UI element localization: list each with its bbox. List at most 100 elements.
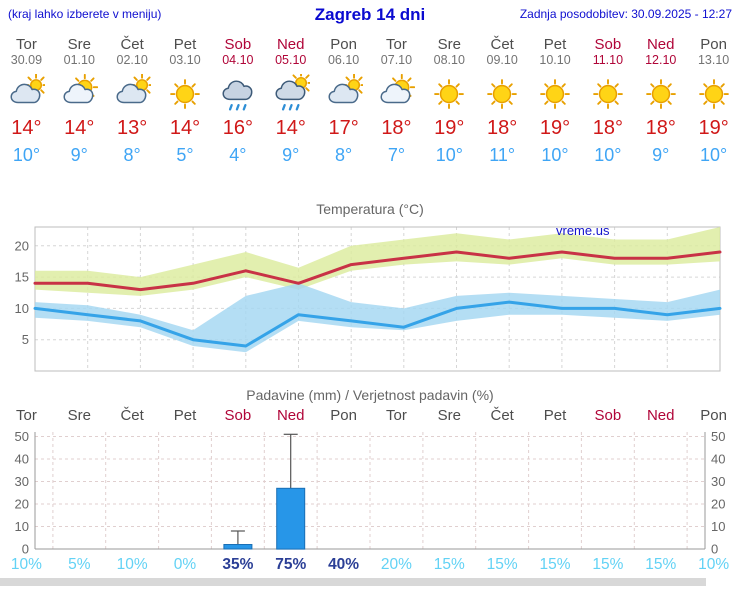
precip-day-label: Sob (594, 407, 622, 424)
precipitation-chart-title: Padavine (mm) / Verjetnost padavin (%) (246, 387, 494, 403)
svg-text:10: 10 (711, 519, 725, 534)
svg-text:20: 20 (711, 497, 725, 512)
precip-probability: 35% (222, 556, 254, 573)
day-name: Sob (594, 36, 622, 53)
weather-icon-mostly-cloudy (317, 71, 370, 115)
high-temperature: 13° (117, 117, 148, 139)
low-temperature: 9° (652, 145, 670, 165)
precipitation-chart: 0 0 10 10 20 20 30 30 40 40 50 50 (15, 429, 726, 556)
high-temperature: 14° (275, 117, 306, 139)
day-date: 11.10 (592, 53, 624, 67)
precip-day-row: Tor Sre Čet Pet Sob Ned Pon Tor Sre Čet Pet Sob Ned P… (0, 407, 740, 427)
day-column-0[interactable]: Tor 30.09 14° 10° (0, 36, 53, 165)
weather-icon-sunny (687, 71, 740, 115)
day-column-3[interactable]: Pet 03.10 14° 5° (159, 36, 212, 165)
high-temperature: 18° (592, 117, 623, 139)
svg-text:20: 20 (15, 497, 29, 512)
day-date: 06.10 (327, 53, 360, 67)
precip-probability: 40% (328, 556, 360, 573)
precip-day-label: Sob (224, 407, 252, 424)
precip-day-label: Ned (646, 407, 675, 424)
precip-day-label: Tor (16, 407, 37, 424)
precip-probability: 15% (433, 556, 465, 573)
day-name: Čet (490, 36, 514, 53)
weather-icon-partly-cloudy (53, 71, 106, 115)
precip-day-label: Pon (700, 407, 727, 424)
day-date: 01.10 (63, 53, 95, 67)
temperature-chart-title: Temperatura (°C) (316, 201, 424, 217)
day-date: 05.10 (275, 53, 307, 67)
svg-text:10: 10 (15, 519, 29, 534)
location-menu-note[interactable]: (kraj lahko izberete v meniju) (8, 7, 162, 21)
high-temperature: 18° (381, 117, 412, 139)
precip-probability: 0% (173, 556, 197, 573)
day-column-2[interactable]: Čet 02.10 13° 8° (106, 36, 159, 165)
high-temperature: 19° (698, 117, 729, 139)
day-column-10[interactable]: Pet 10.10 19° 10° (529, 36, 582, 165)
precip-probability-row: 10% 5% 10% 0% 35% 75% 40% 20% 15% 15% 15% 15% 15% 10% (0, 556, 740, 576)
svg-text:15: 15 (15, 270, 29, 285)
bottom-scrollbar[interactable] (0, 578, 706, 586)
precip-day-label: Čet (490, 407, 514, 424)
high-temperature: 19° (434, 117, 465, 139)
high-temperature: 18° (645, 117, 676, 139)
day-column-5[interactable]: Ned 05.10 14° 9° (264, 36, 317, 165)
day-column-8[interactable]: Sre 08.10 19° 10° (423, 36, 476, 165)
low-temperature: 10° (594, 145, 622, 165)
day-column-1[interactable]: Sre 01.10 14° 9° (53, 36, 106, 165)
precip-day-label: Ned (276, 407, 305, 424)
day-column-4[interactable]: Sob 04.10 16° 4° (211, 36, 264, 165)
day-name: Pon (330, 36, 357, 53)
high-temperature: 17° (328, 117, 359, 139)
day-column-6[interactable]: Pon 06.10 17° 8° (317, 36, 370, 165)
precip-probability: 10% (698, 556, 730, 573)
day-name: Sob (224, 36, 252, 53)
high-temperature: 14° (11, 117, 42, 139)
svg-text:5: 5 (22, 332, 29, 347)
day-name: Čet (120, 36, 144, 53)
day-column-9[interactable]: Čet 09.10 18° 11° (476, 36, 529, 165)
watermark-link[interactable]: vreme.us (556, 223, 610, 238)
day-name: Pon (700, 36, 727, 53)
high-temperature: 14° (169, 117, 201, 139)
high-temperature: 14° (64, 117, 95, 139)
day-column-7[interactable]: Tor 07.10 18° 7° (370, 36, 423, 165)
precip-day-label: Sre (437, 407, 461, 424)
precip-probability: 15% (645, 556, 677, 573)
temperature-chart: 5 10 15 20 (15, 226, 722, 372)
svg-text:40: 40 (711, 452, 725, 467)
precip-day-label: Čet (120, 407, 144, 424)
day-name: Sre (437, 36, 461, 53)
weather-icon-sunny (634, 71, 687, 115)
day-name: Ned (646, 36, 675, 53)
svg-text:30: 30 (711, 474, 725, 489)
svg-text:0: 0 (711, 542, 718, 556)
precip-probability: 15% (539, 556, 571, 573)
svg-text:20: 20 (15, 238, 29, 253)
svg-text:50: 50 (711, 429, 725, 444)
precip-day-label: Pet (543, 407, 567, 424)
low-temperature: 4° (229, 145, 247, 165)
low-temperature: 8° (123, 145, 141, 165)
weather-icon-rain-sun (264, 71, 317, 115)
day-column-13[interactable]: Pon 13.10 19° 10° (687, 36, 740, 165)
last-update-text: Zadnja posodobitev: 30.09.2025 - 12:27 (519, 7, 732, 21)
high-temperature: 19° (539, 117, 571, 139)
day-column-12[interactable]: Ned 12.10 18° 9° (634, 36, 687, 165)
low-temperature: 10° (699, 145, 728, 165)
weather-icon-mostly-cloudy (106, 71, 159, 115)
precip-probability: 15% (486, 556, 518, 573)
weather-icon-sunny (423, 71, 476, 115)
day-column-11[interactable]: Sob 11.10 18° 10° (581, 36, 634, 165)
precip-probability: 5% (68, 556, 91, 573)
day-name: Sre (67, 36, 91, 53)
weather-icon-mostly-cloudy (0, 71, 53, 115)
day-date: 02.10 (116, 53, 148, 67)
svg-text:30: 30 (15, 474, 29, 489)
precipitation-chart-section: Padavine (mm) / Verjetnost padavin (%) T… (0, 387, 740, 576)
precip-day-label: Pet (173, 407, 197, 424)
low-temperature: 5° (176, 145, 194, 165)
high-temperature: 16° (222, 117, 253, 139)
day-date: 12.10 (645, 53, 677, 67)
